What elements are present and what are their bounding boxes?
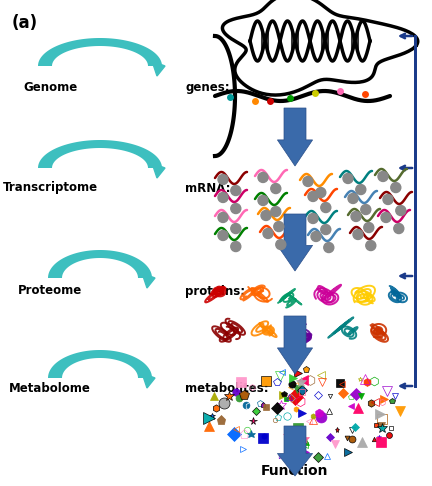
Polygon shape (142, 373, 155, 388)
Circle shape (343, 174, 353, 183)
Circle shape (231, 224, 241, 234)
Circle shape (311, 231, 321, 242)
Circle shape (391, 183, 401, 192)
Circle shape (274, 222, 284, 231)
FancyArrow shape (277, 108, 313, 166)
Circle shape (353, 229, 363, 240)
Circle shape (218, 212, 228, 223)
Circle shape (321, 225, 331, 235)
Circle shape (303, 176, 313, 187)
FancyArrow shape (277, 214, 313, 271)
Circle shape (316, 188, 326, 197)
Circle shape (324, 243, 334, 253)
Polygon shape (38, 38, 162, 66)
Circle shape (218, 174, 228, 185)
Text: genes:: genes: (185, 82, 230, 94)
Circle shape (258, 173, 268, 182)
Circle shape (351, 211, 361, 222)
Text: (a): (a) (12, 14, 38, 32)
Circle shape (364, 223, 374, 232)
Circle shape (308, 213, 318, 224)
Text: proteins:: proteins: (185, 284, 245, 297)
Circle shape (231, 186, 241, 195)
Circle shape (348, 193, 358, 204)
Circle shape (381, 212, 391, 223)
Circle shape (231, 204, 241, 213)
Circle shape (366, 241, 376, 251)
Circle shape (308, 191, 318, 202)
FancyArrow shape (277, 316, 313, 374)
Circle shape (383, 194, 393, 205)
Text: Proteome: Proteome (18, 284, 82, 297)
Circle shape (218, 192, 228, 203)
Text: metabolites:: metabolites: (185, 382, 269, 395)
Circle shape (361, 205, 371, 214)
Text: Genome: Genome (23, 82, 77, 94)
Circle shape (394, 224, 404, 234)
Text: Function: Function (261, 464, 329, 478)
Circle shape (271, 184, 281, 193)
FancyArrow shape (277, 426, 313, 476)
Circle shape (258, 195, 268, 206)
Polygon shape (152, 163, 165, 178)
Polygon shape (38, 140, 162, 168)
Circle shape (321, 203, 331, 212)
Text: Transcriptome: Transcriptome (3, 181, 98, 194)
Polygon shape (152, 61, 165, 76)
Polygon shape (48, 250, 152, 278)
Polygon shape (48, 350, 152, 378)
Circle shape (271, 207, 281, 217)
Circle shape (396, 206, 406, 216)
Polygon shape (142, 273, 155, 288)
Circle shape (263, 228, 273, 239)
Polygon shape (222, 0, 418, 95)
Circle shape (378, 172, 388, 181)
Circle shape (356, 185, 366, 194)
Circle shape (276, 240, 286, 249)
Circle shape (231, 242, 241, 252)
Text: mRNA:: mRNA: (185, 181, 231, 194)
Circle shape (218, 230, 228, 241)
Circle shape (261, 210, 271, 221)
Text: Metabolome: Metabolome (9, 382, 91, 395)
